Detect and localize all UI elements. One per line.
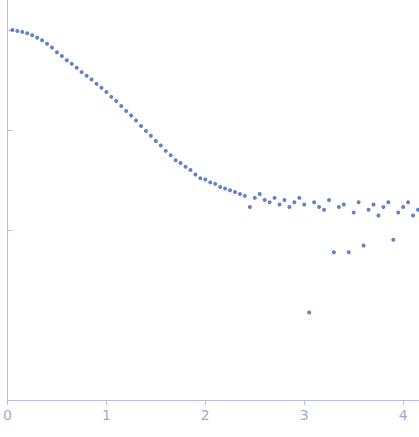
svg-text:1: 1 [102, 407, 111, 423]
svg-text:2: 2 [201, 407, 210, 423]
svg-text:4: 4 [399, 407, 408, 423]
svg-text:0: 0 [3, 407, 12, 423]
svg-text:3: 3 [300, 407, 309, 423]
